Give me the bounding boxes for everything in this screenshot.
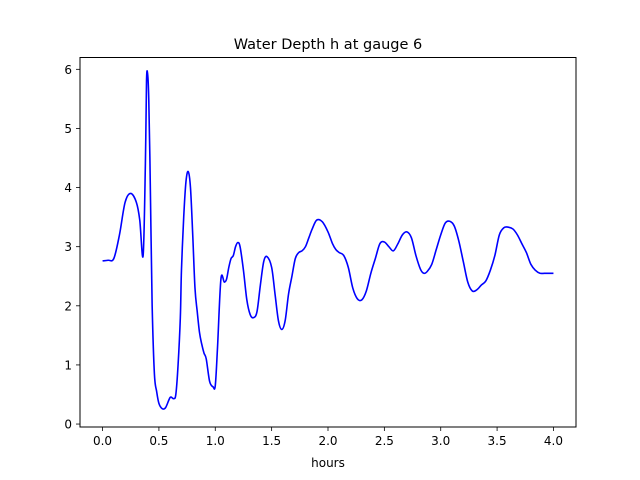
y-tick-label: 1 bbox=[64, 358, 72, 372]
x-tick-label: 0.0 bbox=[93, 434, 112, 448]
x-tick-label: 2.5 bbox=[375, 434, 394, 448]
y-tick-label: 2 bbox=[64, 299, 72, 313]
y-tick-label: 4 bbox=[64, 181, 72, 195]
series-line bbox=[102, 70, 554, 410]
y-tick-label: 6 bbox=[64, 63, 72, 77]
x-tick-label: 2.0 bbox=[318, 434, 337, 448]
y-tick-label: 3 bbox=[64, 240, 72, 254]
y-tick-label: 0 bbox=[64, 418, 72, 432]
x-axis: 0.0 0.5 1.0 1.5 2.0 2.5 3.0 3.5 4.0 bbox=[93, 427, 563, 448]
x-tick-label: 1.0 bbox=[206, 434, 225, 448]
axes-frame bbox=[79, 57, 577, 428]
x-axis-label: hours bbox=[311, 456, 345, 470]
x-tick-label: 0.5 bbox=[149, 434, 168, 448]
x-tick-label: 3.0 bbox=[431, 434, 450, 448]
y-tick-label: 5 bbox=[64, 122, 72, 136]
x-tick-label: 3.5 bbox=[488, 434, 507, 448]
plot-area bbox=[102, 70, 554, 410]
x-tick-label: 4.0 bbox=[544, 434, 563, 448]
x-tick-label: 1.5 bbox=[262, 434, 281, 448]
chart-title: Water Depth h at gauge 6 bbox=[234, 37, 422, 53]
y-axis: 0 1 2 3 4 5 6 bbox=[64, 63, 80, 432]
